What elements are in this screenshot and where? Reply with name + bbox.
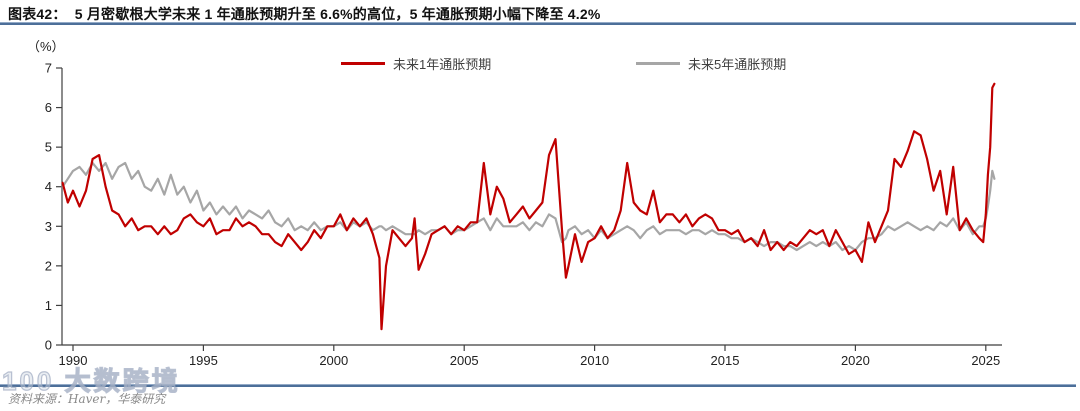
series-line-5y <box>61 161 996 252</box>
source-note: 资料来源：Haver，华泰研究 <box>8 392 166 406</box>
legend-item-1y: 未来1年通胀预期 <box>341 55 492 72</box>
legend-item-5y: 未来5年通胀预期 <box>636 55 787 72</box>
x-tick-label: 2005 <box>450 353 479 368</box>
y-tick-label: 1 <box>45 298 52 313</box>
x-tick-label: 2020 <box>841 353 870 368</box>
x-tick-label: 2010 <box>580 353 609 368</box>
figure-title: 图表42： 5 月密歇根大学未来 1 年通胀预期升至 6.6%的高位，5 年通胀… <box>8 6 601 22</box>
footer-divider <box>0 384 1076 387</box>
legend-label-1y: 未来1年通胀预期 <box>393 56 492 72</box>
y-tick-label: 7 <box>45 61 52 76</box>
series-line-1y <box>61 82 996 331</box>
site-watermark: 100 大数跨境 <box>1 365 181 396</box>
legend-line-5y <box>636 61 680 65</box>
x-tick-label: 1990 <box>59 353 88 368</box>
x-tick-label: 2000 <box>319 353 348 368</box>
y-tick-label: 5 <box>45 140 52 155</box>
y-tick-label: 0 <box>45 338 52 353</box>
x-tick-label: 2025 <box>971 353 1000 368</box>
title-divider <box>0 22 1076 25</box>
y-tick-label: 4 <box>45 179 52 194</box>
y-tick-label: 6 <box>45 100 52 115</box>
legend-label-5y: 未来5年通胀预期 <box>688 56 787 72</box>
x-tick-label: 1995 <box>189 353 218 368</box>
y-axis-unit-label: （%） <box>27 39 65 54</box>
y-tick-label: 3 <box>45 219 52 234</box>
y-tick-label: 2 <box>45 258 52 273</box>
x-tick-label: 2015 <box>711 353 740 368</box>
legend-line-1y <box>341 61 385 65</box>
